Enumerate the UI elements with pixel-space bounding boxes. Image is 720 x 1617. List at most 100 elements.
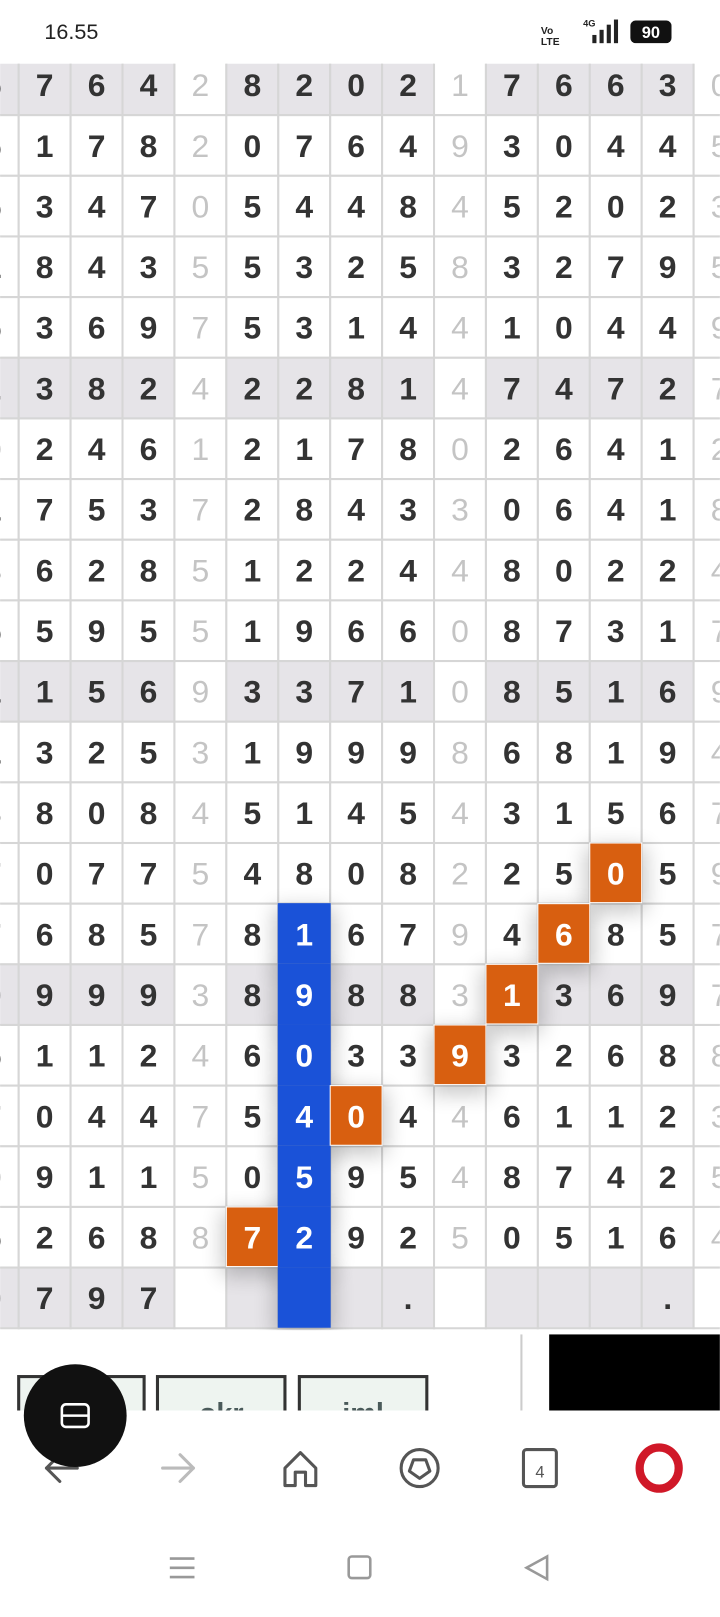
- cell: [69, 1023, 124, 1087]
- cell: [0, 660, 20, 723]
- cell-digit: 6: [88, 1220, 106, 1256]
- cell-digit: 7: [36, 67, 54, 103]
- cell: [640, 1023, 695, 1087]
- cell-digit: 4: [607, 431, 625, 467]
- cell-digit: 8: [243, 67, 261, 103]
- cell-digit: 9: [347, 1159, 365, 1195]
- highlighted-digit: 0: [295, 1038, 313, 1074]
- button[interactable]: [155, 1375, 287, 1428]
- highlighted-digit: 6: [555, 916, 573, 952]
- tabs-button[interactable]: [521, 1448, 558, 1489]
- cell: [225, 841, 280, 905]
- button-label[interactable]: iml: [342, 1398, 384, 1430]
- cell-digit: 3: [36, 188, 54, 224]
- cell-digit: 8: [451, 734, 469, 770]
- cell: [432, 235, 487, 299]
- cell-digit: 7: [711, 916, 720, 952]
- cell: [69, 902, 124, 966]
- system-menu[interactable]: [169, 1557, 195, 1579]
- system-back[interactable]: [523, 1554, 549, 1582]
- cell: [432, 1266, 487, 1330]
- cell: [173, 478, 228, 541]
- cell: [381, 963, 436, 1027]
- forward-button[interactable]: [161, 1453, 195, 1483]
- orange-cell: [225, 1206, 279, 1268]
- cell-digit: 2: [711, 431, 720, 467]
- cell-digit: 9: [36, 1159, 54, 1195]
- cell-digit: 2: [140, 1038, 158, 1074]
- battery-level: 90: [642, 24, 660, 42]
- cell: [640, 538, 695, 602]
- home-button[interactable]: [283, 1451, 318, 1488]
- cell-digit: 7: [0, 916, 2, 952]
- cell-digit: 5: [88, 674, 106, 710]
- cell: [640, 1266, 695, 1330]
- cell: [640, 114, 695, 177]
- cell-digit: 8: [140, 128, 158, 164]
- cell: [69, 781, 124, 845]
- cell-digit: 6: [140, 674, 158, 710]
- cell-digit: 7: [711, 613, 720, 649]
- cell-digit: 9: [659, 734, 677, 770]
- cell-digit: 0: [0, 431, 2, 467]
- cell-digit: 7: [36, 1280, 54, 1316]
- orange-cell: [433, 1024, 487, 1086]
- cell-digit: 5: [555, 674, 573, 710]
- opera-menu[interactable]: [635, 1443, 683, 1493]
- cell-digit: 1: [347, 310, 365, 346]
- cell-digit: 5: [243, 310, 261, 346]
- cell: [484, 417, 539, 481]
- system-home[interactable]: [347, 1555, 372, 1580]
- cell-digit: 8: [503, 674, 521, 710]
- cell-digit: 2: [347, 249, 365, 285]
- cell-digit: 6: [399, 613, 417, 649]
- cell-digit: 8: [503, 1159, 521, 1195]
- cell-digit: 5: [0, 67, 2, 103]
- cell-digit: 3: [243, 674, 261, 710]
- cell-digit: 4: [659, 128, 677, 164]
- cell-digit: 1: [451, 67, 469, 103]
- cell-digit: 3: [503, 1038, 521, 1074]
- cell-digit: 7: [0, 1098, 2, 1134]
- cell-digit: 7: [555, 613, 573, 649]
- cell: [17, 720, 72, 784]
- cell-digit: 1: [192, 431, 210, 467]
- cell-digit: 9: [36, 977, 54, 1013]
- highlighted-digit: 9: [451, 1038, 469, 1074]
- cell-digit: 5: [243, 249, 261, 285]
- cell-digit: 9: [347, 1220, 365, 1256]
- cell: [329, 235, 384, 299]
- cell-digit: 7: [399, 916, 417, 952]
- number-grid: 5764282021766305178207649304455347054484…: [0, 63, 720, 1331]
- cell-digit: 1: [243, 552, 261, 588]
- cell: [432, 963, 487, 1027]
- highlighted-digit: 7: [243, 1220, 261, 1256]
- cell: [692, 781, 720, 845]
- tab-count[interactable]: 4: [535, 1463, 544, 1481]
- cell-digit: 4: [503, 916, 521, 952]
- cell-digit: 0: [243, 128, 261, 164]
- cell-digit: 6: [503, 1098, 521, 1134]
- cell-digit: 4: [347, 188, 365, 224]
- cell-digit: 8: [88, 916, 106, 952]
- cell: [0, 781, 20, 845]
- sports-button[interactable]: [399, 1448, 440, 1489]
- cell-digit: 7: [295, 128, 313, 164]
- cell: [17, 478, 72, 541]
- cell-digit: 1: [0, 249, 2, 285]
- cell: [484, 1205, 539, 1269]
- cell: [173, 1023, 228, 1087]
- cell: [277, 296, 332, 359]
- cell-digit: 4: [347, 492, 365, 528]
- cell: [277, 417, 332, 481]
- cell-digit: 2: [399, 67, 417, 103]
- cell: [329, 114, 384, 177]
- cell-digit: 2: [555, 249, 573, 285]
- button-label[interactable]: okr: [199, 1398, 244, 1430]
- cell-digit: 1: [295, 795, 313, 831]
- cell-digit: 7: [711, 370, 720, 406]
- blue-cell: [277, 963, 331, 1025]
- cell-digit: 4: [711, 734, 720, 770]
- button[interactable]: [297, 1375, 429, 1428]
- cell-digit: 3: [607, 613, 625, 649]
